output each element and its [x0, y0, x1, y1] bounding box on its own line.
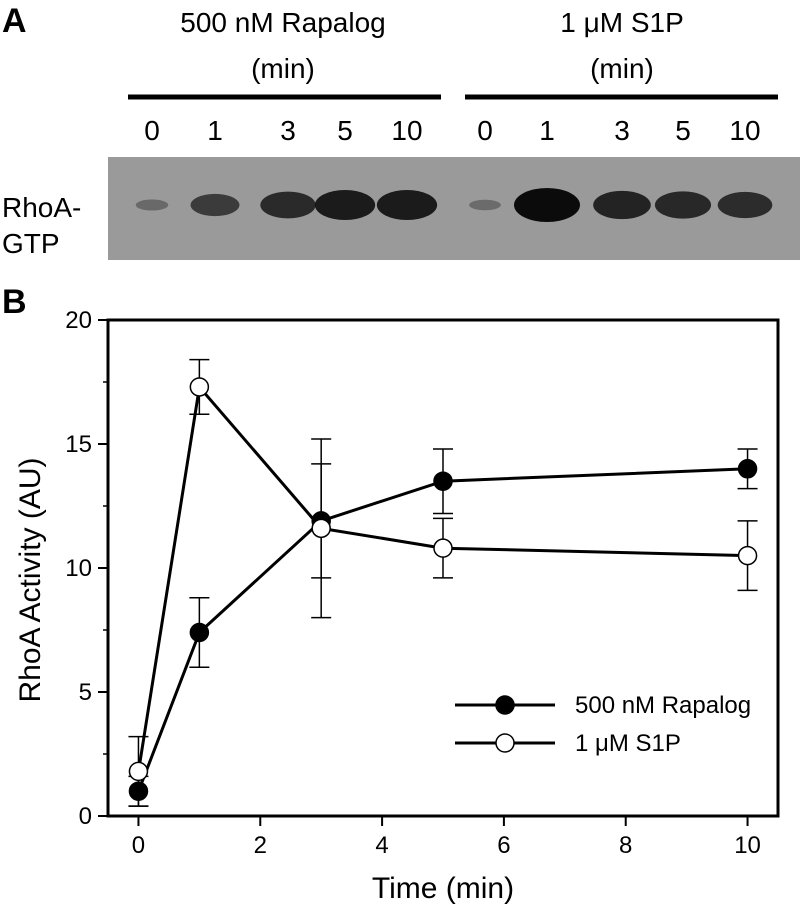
blot-band — [376, 189, 438, 221]
legend: 500 nM Rapalog 1 μM S1P — [455, 692, 751, 757]
data-point-1 — [737, 459, 758, 479]
blot-image — [108, 157, 800, 260]
data-point-1 — [433, 471, 453, 491]
x-tick-label: 6 — [497, 832, 510, 859]
blot-band — [190, 193, 240, 217]
x-axis-title: Time (min) — [372, 872, 514, 905]
group-title-2: 1 μM S1P — [560, 7, 684, 38]
lane-label: 5 — [675, 115, 691, 146]
y-tick-label: 0 — [79, 803, 92, 830]
band-label-line2: GTP — [2, 228, 60, 259]
axes: 0 2 4 6 8 10 0 5 10 15 20 — [65, 307, 761, 859]
group-title-1: 500 nM Rapalog — [180, 7, 385, 38]
data-point-2 — [128, 761, 149, 782]
lane-label: 10 — [391, 115, 422, 146]
data-point-2 — [433, 538, 453, 558]
x-tick-label: 10 — [734, 832, 761, 859]
legend-label: 500 nM Rapalog — [575, 692, 751, 719]
blot-band — [260, 191, 316, 219]
y-tick-label: 5 — [79, 679, 92, 706]
lane-label: 5 — [337, 115, 353, 146]
data-point-1 — [189, 622, 210, 643]
panel-a-western-blot: A 500 nM Rapalog(min)0 1 3 5 101 μM S1P(min)… — [2, 2, 800, 260]
y-tick-label: 20 — [65, 307, 92, 334]
data-point-2 — [189, 377, 210, 397]
lane-label: 1 — [207, 115, 223, 146]
lane-label: 3 — [280, 115, 296, 146]
blot-band — [135, 199, 169, 211]
lane-label: 10 — [729, 115, 760, 146]
panel-b-line-chart: B 0 2 4 6 8 10 0 5 10 15 20 Time (min) RhoA Activi… — [2, 283, 780, 905]
lane-label: 3 — [614, 115, 630, 146]
series-layer — [128, 358, 758, 807]
band-label-line1: RhoA- — [2, 192, 81, 223]
lane-label: 0 — [144, 115, 160, 146]
blot-band — [654, 191, 712, 219]
legend-marker — [495, 695, 515, 715]
blot-band — [717, 191, 773, 219]
y-tick-label: 15 — [65, 431, 92, 458]
blot-band — [593, 190, 651, 220]
panel-b-letter: B — [2, 283, 27, 321]
x-tick-label: 2 — [254, 832, 267, 859]
group-unit-2: (min) — [590, 53, 654, 84]
y-axis-title: RhoA Activity (AU) — [14, 457, 47, 702]
data-point-2 — [737, 545, 758, 566]
blot-band — [314, 189, 376, 221]
blot-band — [514, 188, 580, 222]
panel-a-letter: A — [2, 2, 27, 40]
data-point-2 — [311, 518, 331, 539]
blot-headers: 500 nM Rapalog (min) 0 1 3 5 10 1 μM S1P (min) 0 1… — [128, 7, 778, 146]
data-point-1 — [128, 781, 149, 801]
y-tick-label: 10 — [65, 555, 92, 582]
lane-label: 1 — [539, 115, 555, 146]
x-tick-label: 8 — [619, 832, 632, 859]
x-tick-label: 0 — [132, 832, 145, 859]
lane-label: 0 — [477, 115, 493, 146]
blot-band — [469, 199, 501, 211]
legend-label: 1 μM S1P — [575, 730, 681, 757]
legend-marker — [495, 733, 515, 753]
x-tick-label: 4 — [375, 832, 388, 859]
group-unit-1: (min) — [251, 53, 315, 84]
